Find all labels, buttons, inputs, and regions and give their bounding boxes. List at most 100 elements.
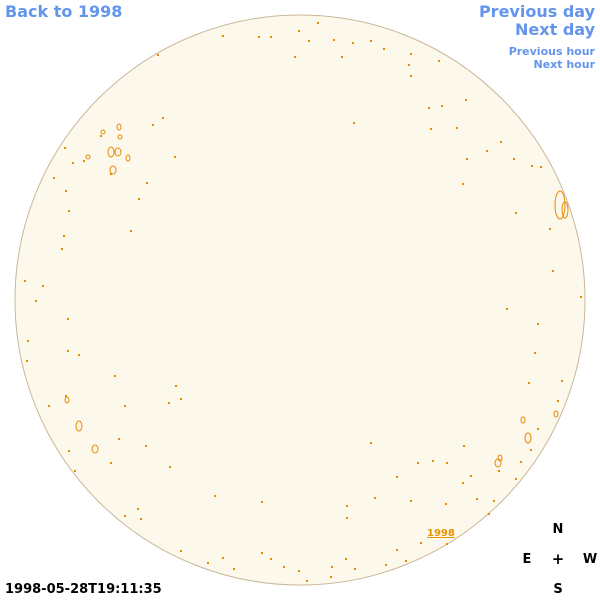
contour-dot bbox=[83, 160, 85, 162]
contour-dot bbox=[168, 402, 170, 404]
contour-dot bbox=[410, 75, 412, 77]
contour-dot bbox=[445, 503, 447, 505]
contour-dot bbox=[552, 270, 554, 272]
contour-dot bbox=[65, 395, 67, 397]
contour-ellipse bbox=[116, 123, 122, 131]
contour-dot bbox=[146, 182, 148, 184]
contour-dot bbox=[138, 198, 140, 200]
contour-dot bbox=[476, 498, 478, 500]
contour-dot bbox=[438, 60, 440, 62]
contour-dot bbox=[520, 461, 522, 463]
previous-hour-link[interactable]: Previous hour bbox=[508, 45, 595, 58]
contour-dot bbox=[233, 568, 235, 570]
observation-timestamp: 1998-05-28T19:11:35 bbox=[5, 582, 162, 597]
contour-dot bbox=[270, 36, 272, 38]
contour-dot bbox=[396, 476, 398, 478]
contour-dot bbox=[417, 462, 419, 464]
contour-dot bbox=[353, 122, 355, 124]
contour-ellipse bbox=[64, 396, 70, 404]
compass-north-label: N bbox=[552, 522, 564, 537]
contour-ellipse bbox=[520, 416, 526, 424]
contour-dot bbox=[308, 40, 310, 42]
contour-dot bbox=[410, 53, 412, 55]
previous-day-link[interactable]: Previous day bbox=[478, 2, 595, 21]
compass-west-label: W bbox=[582, 552, 598, 567]
next-day-link[interactable]: Next day bbox=[515, 20, 595, 39]
contour-dot bbox=[145, 445, 147, 447]
contour-ellipse bbox=[553, 410, 559, 418]
contour-dot bbox=[74, 470, 76, 472]
contour-dot bbox=[283, 566, 285, 568]
contour-dot bbox=[67, 318, 69, 320]
contour-ellipse bbox=[75, 420, 83, 432]
contour-dot bbox=[48, 405, 50, 407]
contour-dot bbox=[72, 162, 74, 164]
contour-ellipse bbox=[524, 432, 532, 444]
solar-disk bbox=[14, 14, 586, 586]
contour-dot bbox=[298, 30, 300, 32]
contour-dot bbox=[383, 48, 385, 50]
contour-dot bbox=[140, 518, 142, 520]
back-to-year-link[interactable]: Back to 1998 bbox=[5, 2, 123, 21]
contour-dot bbox=[410, 500, 412, 502]
contour-dot bbox=[118, 438, 120, 440]
contour-dot bbox=[330, 576, 332, 578]
compass-south-label: S bbox=[553, 582, 563, 597]
contour-dot bbox=[53, 177, 55, 179]
contour-dot bbox=[346, 505, 348, 507]
contour-dot bbox=[65, 190, 67, 192]
contour-dot bbox=[345, 558, 347, 560]
contour-dot bbox=[298, 570, 300, 572]
contour-dot bbox=[124, 405, 126, 407]
magnetic-features bbox=[24, 22, 582, 582]
contour-dot bbox=[162, 117, 164, 119]
contour-dot bbox=[465, 99, 467, 101]
contour-dot bbox=[432, 460, 434, 462]
contour-ellipse bbox=[91, 444, 99, 454]
contour-dot bbox=[534, 352, 536, 354]
contour-dot bbox=[26, 360, 28, 362]
contour-dot bbox=[214, 495, 216, 497]
contour-dot bbox=[446, 543, 448, 545]
contour-dot bbox=[498, 470, 500, 472]
contour-dot bbox=[385, 564, 387, 566]
contour-ellipse bbox=[117, 134, 123, 140]
contour-dot bbox=[506, 308, 508, 310]
contour-dot bbox=[441, 105, 443, 107]
contour-dot bbox=[513, 158, 515, 160]
contour-dot bbox=[462, 183, 464, 185]
contour-dot bbox=[557, 400, 559, 402]
contour-dot bbox=[174, 156, 176, 158]
contour-dot bbox=[370, 442, 372, 444]
contour-dot bbox=[130, 230, 132, 232]
contour-dot bbox=[114, 375, 116, 377]
year-link[interactable]: 1998 bbox=[427, 528, 455, 539]
next-hour-link[interactable]: Next hour bbox=[533, 58, 596, 71]
contour-dot bbox=[67, 350, 69, 352]
contour-dot bbox=[294, 56, 296, 58]
contour-dot bbox=[64, 147, 66, 149]
contour-dot bbox=[405, 560, 407, 562]
contour-dot bbox=[354, 568, 356, 570]
contour-dot bbox=[430, 128, 432, 130]
contour-dot bbox=[530, 449, 532, 451]
contour-ellipse bbox=[554, 190, 566, 220]
contour-dot bbox=[270, 558, 272, 560]
contour-dot bbox=[152, 124, 154, 126]
contour-dot bbox=[561, 380, 563, 382]
contour-dot bbox=[549, 228, 551, 230]
contour-dot bbox=[446, 462, 448, 464]
contour-dot bbox=[346, 517, 348, 519]
contour-dot bbox=[537, 428, 539, 430]
contour-dot bbox=[157, 54, 159, 56]
contour-dot bbox=[333, 39, 335, 41]
contour-dot bbox=[68, 450, 70, 452]
contour-dot bbox=[331, 566, 333, 568]
contour-dot bbox=[374, 497, 376, 499]
contour-ellipse bbox=[561, 201, 569, 219]
contour-dot bbox=[24, 280, 26, 282]
contour-ellipse bbox=[85, 154, 91, 160]
contour-dot bbox=[35, 300, 37, 302]
contour-dot bbox=[63, 235, 65, 237]
contour-dot bbox=[124, 515, 126, 517]
